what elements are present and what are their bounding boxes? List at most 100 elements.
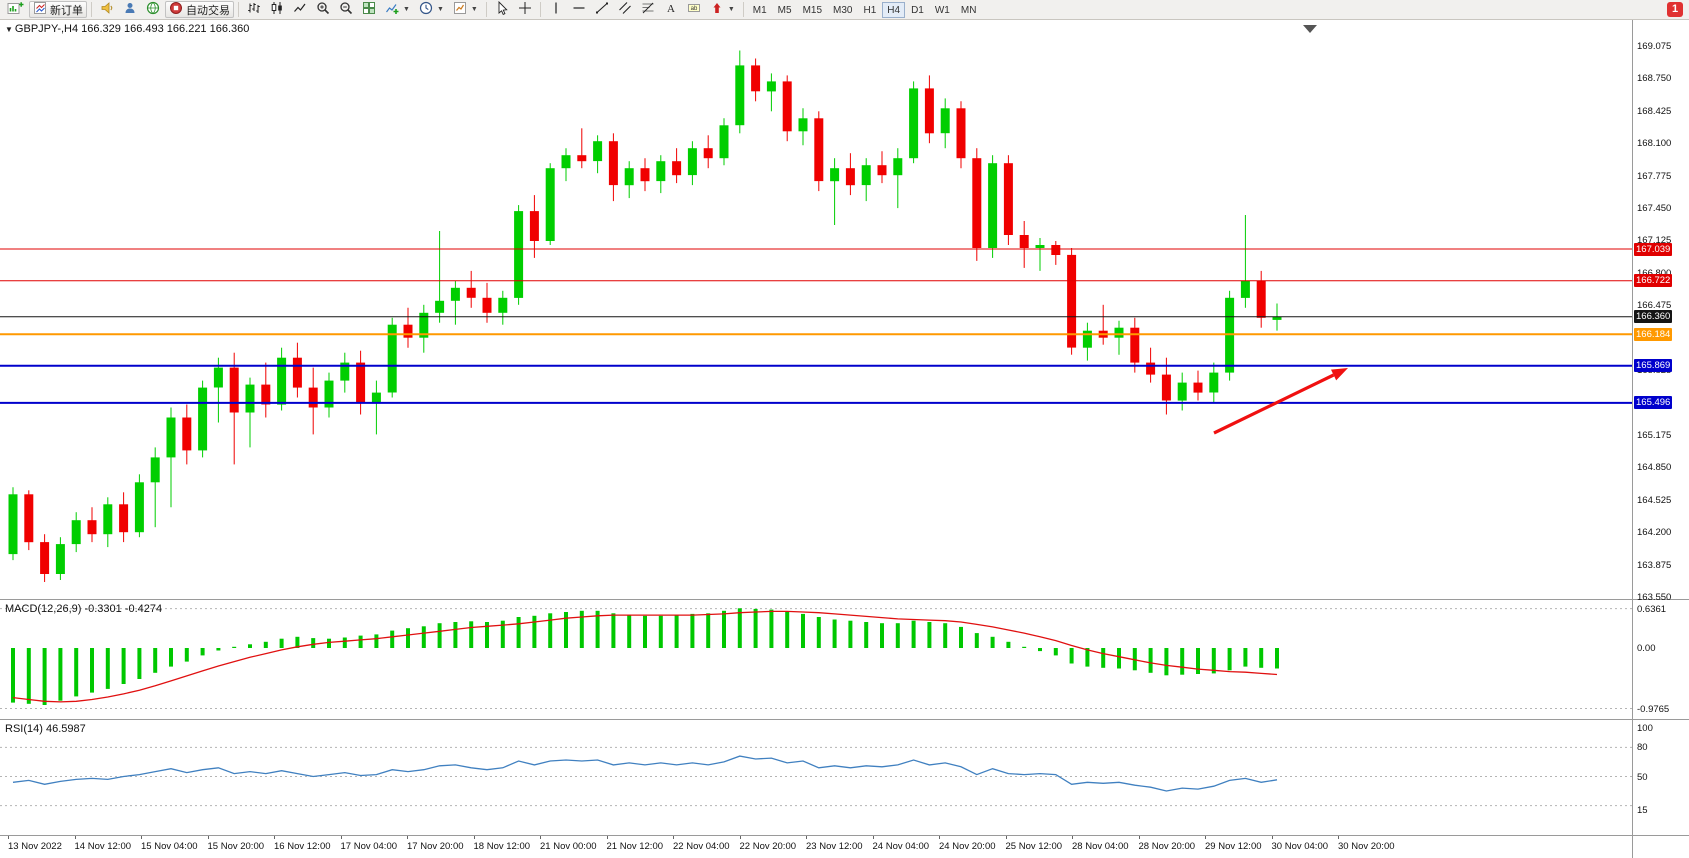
accounts-button[interactable] [119,1,141,18]
tile-windows-button[interactable] [358,1,380,18]
clock-icon [419,1,433,18]
time-tick [274,836,275,839]
timeframe-m1-button[interactable]: M1 [752,4,767,16]
templates-button[interactable]: ▼ [449,1,482,18]
timeframe-m5-button[interactable]: M5 [777,4,792,16]
timeframe-h1-button[interactable]: H1 [863,4,877,16]
separator [485,2,487,17]
time-axis-label: 17 Nov 04:00 [340,841,398,852]
time-axis[interactable]: 13 Nov 2022 14 Nov 12:00 15 Nov 04:00 15 No… [0,836,1689,858]
time-tick [540,836,541,839]
label-tool-button[interactable]: ab [683,1,705,18]
trendline-tool-button[interactable] [591,1,613,18]
price-tick-label: 168.425 [1637,105,1672,117]
zoom-out-button[interactable] [335,1,357,18]
horn-icon [100,1,114,18]
price-tick-label: 163.550 [1637,592,1672,603]
community-button[interactable] [142,1,164,18]
new-chart-icon [7,1,24,19]
price-line-badge: 166.360 [1634,310,1673,324]
chevron-down-icon: ▼ [403,6,410,13]
timeframe-mn-button[interactable]: MN [960,4,977,16]
globe-icon [146,1,160,18]
notification-badge[interactable]: 1 [1667,2,1683,17]
rsi-panel[interactable]: RSI(14) 46.5987 [0,720,1689,836]
bar-chart-mode-button[interactable] [243,1,265,18]
time-axis-label: 30 Nov 20:00 [1338,841,1395,852]
macd-axis-label: 0.6361 [1637,603,1667,615]
chart-title: ▼ GBPJPY-,H4 166.329 166.493 166.221 166.… [5,23,249,35]
new-order-button[interactable]: 新订单 [29,1,87,18]
line-chart-mode-button[interactable] [289,1,311,18]
time-tick [1005,836,1007,839]
time-tick [939,836,940,839]
line-chart-icon [293,1,307,18]
channel-tool-button[interactable] [614,1,636,18]
time-tick [673,836,674,839]
macd-panel[interactable]: MACD(12,26,9) -0.3301 -0.4274 [0,600,1689,720]
new-chart-button[interactable] [3,1,28,18]
time-tick [739,836,741,839]
arrows-tool-button[interactable]: ▼ [706,1,739,18]
time-tick [1271,836,1273,839]
time-tick [141,836,142,839]
time-axis-label: 22 Nov 20:00 [739,841,797,852]
announcements-button[interactable] [96,1,118,18]
candlestick-mode-button[interactable] [266,1,288,18]
time-tick [1205,836,1206,839]
price-scale[interactable]: 169.075 168.750 168.425 168.100 167.775 167.4… [1632,20,1689,858]
timeframe-m15-button[interactable]: M15 [802,4,823,16]
cursor-button[interactable] [491,0,513,18]
time-axis-label: 23 Nov 12:00 [806,841,863,852]
main-chart-panel[interactable]: ▼ GBPJPY-,H4 166.329 166.493 166.221 166.… [0,20,1689,600]
indicators-button[interactable]: ▼ [381,1,414,18]
toolbar: 新订单 自动交易 ▼ ▼ ▼ A ab ▼ M1 M5 M15 M30 H1 H… [0,0,1689,20]
price-tick-label: 165.175 [1637,429,1672,441]
time-axis-label: 25 Nov 12:00 [1005,841,1063,852]
time-axis-label: 28 Nov 20:00 [1138,841,1196,852]
zoom-in-button[interactable] [312,1,334,18]
crosshair-button[interactable] [514,1,536,18]
autotrade-label: 自动交易 [186,4,230,17]
timeframe-h4-button[interactable]: H4 [882,1,906,18]
channel-icon [618,1,632,18]
price-tick-label: 164.525 [1637,494,1672,506]
macd-axis-label: -0.9765 [1637,703,1670,715]
rsi-axis-label: 50 [1637,771,1648,783]
time-axis-label: 17 Nov 20:00 [407,841,464,852]
label-icon: ab [687,1,701,18]
rsi-chart[interactable] [0,720,1632,836]
timeframe-d1-button[interactable]: D1 [911,4,924,16]
vertical-line-tool-button[interactable] [545,1,567,18]
autotrade-button[interactable]: 自动交易 [165,1,234,18]
zoom-out-icon [339,1,353,18]
periods-button[interactable]: ▼ [415,1,448,18]
fibonacci-tool-button[interactable] [637,1,659,18]
time-tick [806,836,807,839]
price-line-badge: 166.184 [1634,327,1673,341]
text-tool-button[interactable]: A [660,1,682,18]
timeframe-w1-button[interactable]: W1 [934,4,950,16]
macd-chart[interactable] [0,600,1632,720]
template-icon [453,1,467,18]
vertical-line-icon [549,1,563,18]
macd-axis-label: 0.00 [1637,643,1656,654]
time-tick [872,836,874,839]
time-axis-label: 21 Nov 00:00 [540,841,597,852]
candlestick-chart[interactable] [0,20,1632,600]
price-tick-label: 167.125 [1637,235,1672,247]
price-line-badge: 165.496 [1634,396,1673,410]
time-tick [74,836,76,839]
rsi-axis-label: 15 [1637,805,1648,817]
price-tick-label: 169.075 [1637,41,1672,52]
chart-title-text: GBPJPY-,H4 166.329 166.493 166.221 166.3… [14,23,250,35]
text-icon: A [664,1,678,18]
symbol-dropdown-icon[interactable]: ▼ [5,25,13,34]
price-tick-label: 163.875 [1637,559,1672,571]
price-tick-label: 166.475 [1637,300,1672,312]
time-axis-label: 15 Nov 20:00 [207,841,265,852]
chevron-down-icon: ▼ [727,6,735,13]
price-line-badge: 167.039 [1634,242,1673,256]
horizontal-line-tool-button[interactable] [568,1,590,18]
timeframe-m30-button[interactable]: M30 [833,4,853,16]
